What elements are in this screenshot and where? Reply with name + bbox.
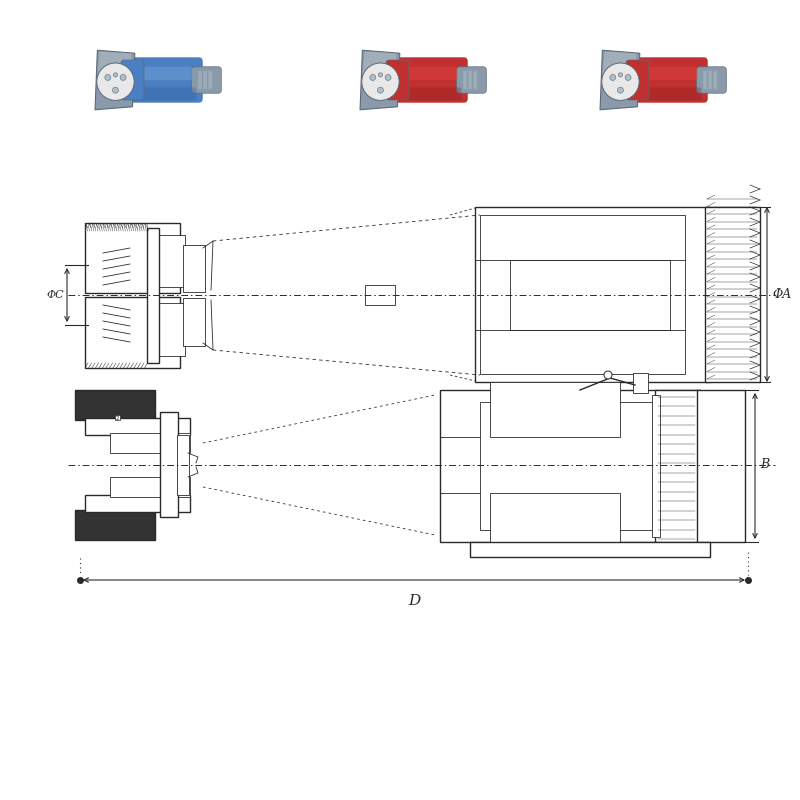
Bar	[480, 215, 685, 374]
Bar	[490, 493, 620, 548]
FancyBboxPatch shape	[627, 58, 708, 102]
FancyBboxPatch shape	[697, 67, 726, 94]
Polygon shape	[360, 50, 400, 110]
Text: IEC: IEC	[376, 95, 383, 100]
Circle shape	[618, 87, 623, 93]
Bar	[183, 298, 205, 346]
Circle shape	[385, 74, 391, 81]
Bar	[705, 207, 760, 382]
Bar	[110, 433, 190, 453]
Text: B: B	[760, 458, 769, 471]
FancyBboxPatch shape	[209, 71, 212, 89]
Circle shape	[114, 73, 118, 77]
Circle shape	[618, 73, 622, 77]
Bar	[633, 373, 648, 393]
Bar	[480, 402, 660, 530]
Bar	[183, 245, 205, 292]
Circle shape	[370, 74, 376, 81]
FancyBboxPatch shape	[203, 71, 207, 89]
FancyBboxPatch shape	[708, 71, 712, 89]
Bar	[160, 412, 178, 517]
Bar	[85, 223, 180, 293]
Polygon shape	[600, 50, 640, 110]
FancyBboxPatch shape	[463, 71, 467, 89]
FancyBboxPatch shape	[122, 58, 202, 102]
Bar	[85, 495, 190, 512]
Circle shape	[362, 63, 399, 101]
Polygon shape	[602, 51, 637, 75]
Circle shape	[604, 371, 612, 379]
Polygon shape	[98, 51, 131, 75]
FancyBboxPatch shape	[127, 87, 197, 101]
Text: IEC: IEC	[616, 95, 623, 100]
Bar	[85, 418, 190, 435]
Bar	[147, 228, 159, 363]
Circle shape	[602, 63, 639, 101]
Polygon shape	[362, 51, 397, 75]
FancyBboxPatch shape	[129, 66, 192, 80]
FancyBboxPatch shape	[198, 71, 202, 89]
FancyBboxPatch shape	[632, 87, 702, 101]
Bar	[470, 542, 710, 557]
Bar	[652, 395, 660, 537]
Bar	[150, 235, 185, 287]
Circle shape	[625, 74, 631, 81]
FancyBboxPatch shape	[121, 60, 144, 100]
Text: IEC: IEC	[110, 95, 118, 100]
Bar	[75, 510, 155, 540]
Bar	[75, 390, 155, 420]
Bar	[365, 285, 395, 305]
Text: D: D	[408, 594, 420, 608]
FancyBboxPatch shape	[386, 60, 409, 100]
FancyBboxPatch shape	[191, 67, 222, 94]
FancyBboxPatch shape	[457, 67, 486, 94]
Bar	[510, 260, 670, 330]
Circle shape	[378, 73, 382, 77]
Circle shape	[113, 87, 118, 93]
FancyBboxPatch shape	[387, 58, 468, 102]
Text: ΦA: ΦA	[772, 289, 791, 302]
Text: ΦC: ΦC	[46, 290, 64, 300]
FancyBboxPatch shape	[392, 87, 462, 101]
Bar	[475, 207, 710, 382]
Bar	[655, 390, 700, 542]
FancyBboxPatch shape	[626, 60, 649, 100]
FancyBboxPatch shape	[468, 71, 472, 89]
FancyBboxPatch shape	[703, 71, 707, 89]
Circle shape	[97, 63, 134, 101]
Text: 2: 2	[115, 415, 118, 421]
FancyBboxPatch shape	[634, 66, 698, 80]
FancyBboxPatch shape	[474, 71, 477, 89]
Bar	[177, 435, 189, 495]
Bar	[440, 390, 700, 542]
Bar	[85, 297, 180, 368]
Circle shape	[105, 74, 110, 81]
Bar	[697, 390, 745, 542]
Bar	[490, 382, 620, 437]
FancyBboxPatch shape	[394, 66, 458, 80]
Polygon shape	[95, 50, 134, 110]
Bar	[110, 477, 190, 497]
Circle shape	[120, 74, 126, 81]
Bar	[150, 303, 185, 356]
Circle shape	[378, 87, 383, 93]
Bar	[115, 415, 120, 420]
Circle shape	[610, 74, 616, 81]
FancyBboxPatch shape	[714, 71, 717, 89]
